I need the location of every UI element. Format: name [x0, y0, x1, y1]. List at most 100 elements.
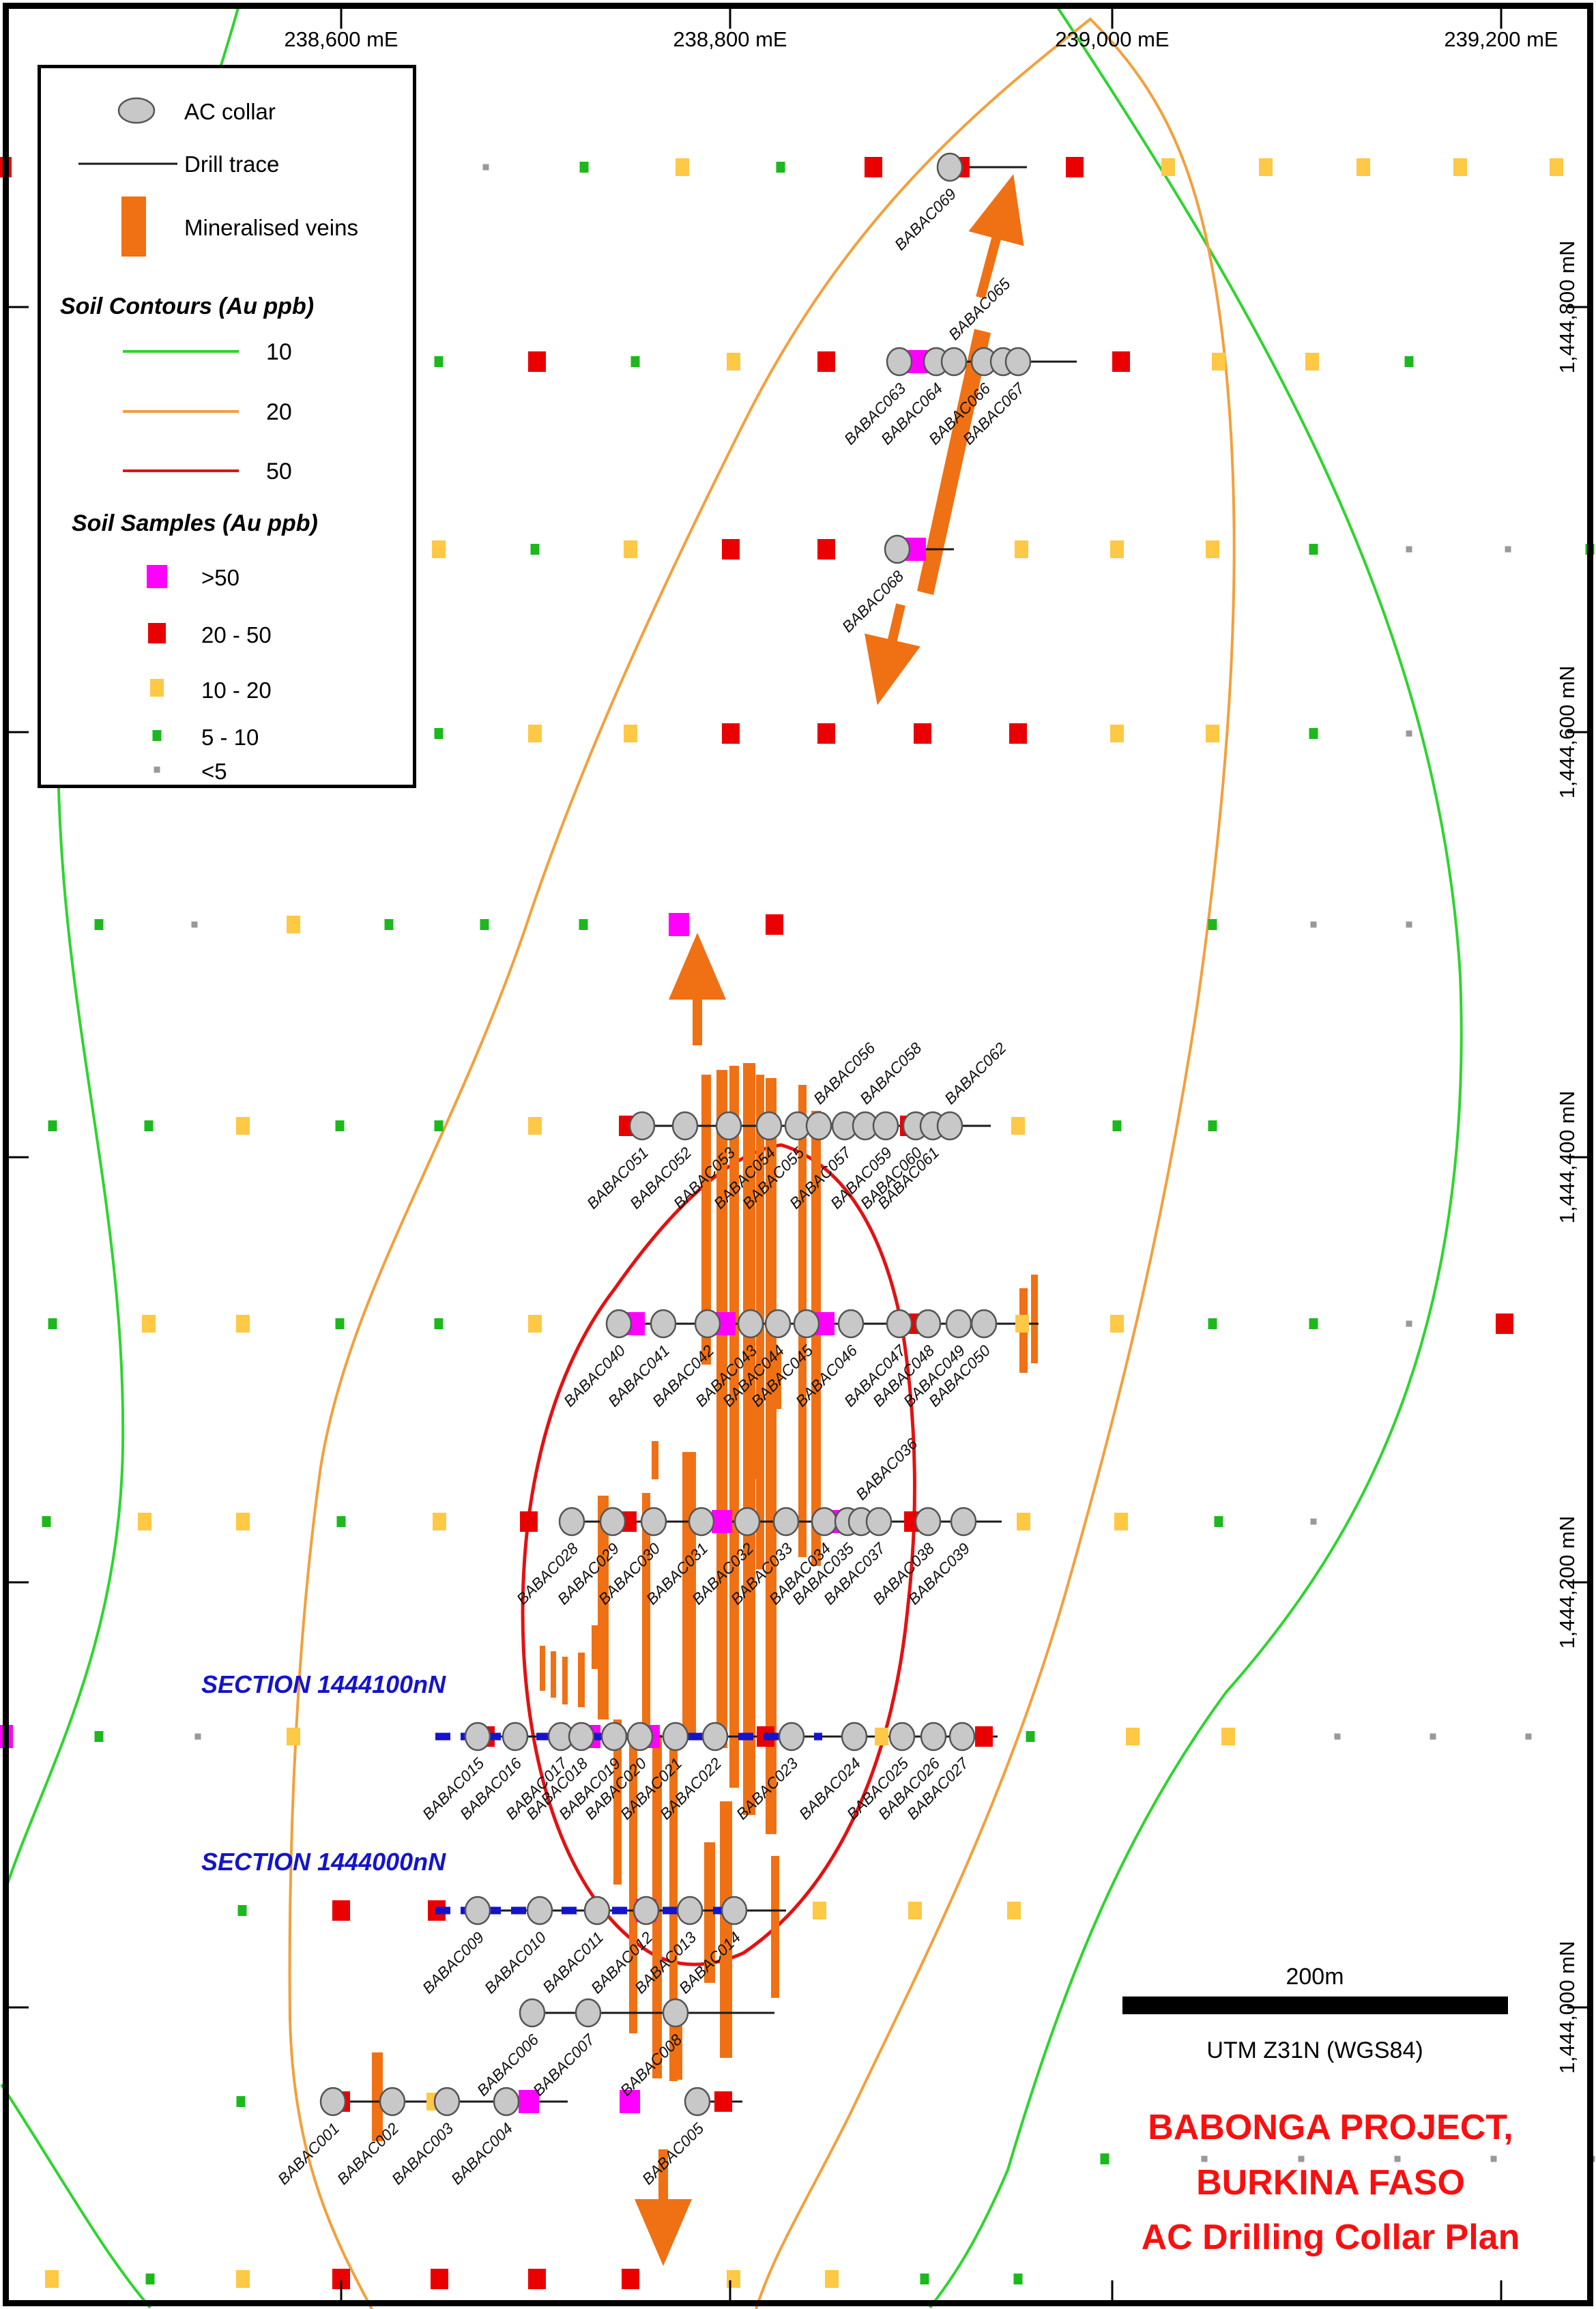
- ac-collar: [721, 1896, 748, 1926]
- soil-sample-5-10: [1309, 728, 1318, 739]
- soil-sample-5-10: [434, 356, 444, 367]
- ac-collar: [583, 1896, 611, 1926]
- soil-sample-lt5: [1490, 2155, 1497, 2162]
- soil-sample-5-10: [1112, 1120, 1122, 1131]
- soil-sample-10-20: [825, 2270, 839, 2288]
- ac-collar: [914, 1507, 942, 1537]
- map-title-line1: BABONGA PROJECT,: [1148, 2108, 1513, 2147]
- mineralised-vein: [716, 1070, 727, 1748]
- ac-collar: [558, 1507, 585, 1537]
- mineralised-vein: [613, 1719, 622, 1885]
- easting-label: 239,200 mE: [1444, 27, 1558, 51]
- easting-label: 239,000 mE: [1055, 27, 1170, 51]
- soil-sample-10-20: [138, 1513, 151, 1530]
- soil-sample-10-20: [45, 2270, 59, 2288]
- ac-collar: [640, 1507, 667, 1537]
- soil-sample-10-20: [1110, 725, 1124, 742]
- soil-sample-5-10: [335, 1120, 345, 1131]
- legend-drill-trace-label: Drill trace: [184, 151, 280, 177]
- ac-collar: [886, 347, 913, 377]
- soil-sample-10-20: [1259, 158, 1273, 176]
- ac-collar: [1004, 347, 1032, 377]
- soil-sample-5-10: [1208, 919, 1217, 930]
- mineralised-vein: [701, 1075, 711, 1365]
- ac-collar: [865, 1507, 893, 1537]
- soil-sample-10-20: [1007, 1902, 1021, 1919]
- soil-sample-10-20: [1550, 158, 1563, 176]
- soil-sample-5-10: [434, 1120, 444, 1131]
- scalebar-datum-label: UTM Z31N (WGS84): [1206, 2037, 1423, 2063]
- soil-sample-10-20: [1356, 158, 1370, 176]
- legend-sample-symbol-4: [154, 766, 160, 773]
- ac-collar: [841, 1722, 868, 1752]
- soil-sample-10-20: [142, 1315, 156, 1333]
- northing-label: 1,444,600 mN: [1555, 665, 1579, 799]
- soil-sample-10-20: [1110, 1315, 1124, 1333]
- legend: AC collar Drill trace Mineralised veins …: [38, 65, 416, 788]
- mineralised-vein: [704, 1842, 715, 1983]
- easting-label: 238,800 mE: [673, 27, 787, 51]
- mineralised-vein: [1031, 1275, 1038, 1363]
- mineralised-vein: [372, 2052, 383, 2141]
- soil-sample-20-50: [520, 1511, 538, 1532]
- soil-sample-10-20: [1126, 1728, 1140, 1745]
- legend-sample-gt50-label: >50: [201, 565, 240, 590]
- ac-collar: [628, 1111, 656, 1141]
- soil-sample-10-20: [1011, 1117, 1025, 1135]
- legend-ac-collar-symbol: [117, 97, 156, 124]
- legend-ac-collar-label: AC collar: [184, 99, 276, 124]
- soil-sample-5-10: [1013, 2274, 1023, 2284]
- mineralised-vein: [720, 1801, 732, 2058]
- soil-sample-lt5: [1334, 1733, 1341, 1740]
- soil-sample-10-20: [528, 1315, 542, 1333]
- soil-sample-5-10: [480, 919, 489, 930]
- ac-collar: [671, 1111, 699, 1141]
- ac-collar: [575, 1998, 602, 2028]
- ac-collar: [379, 2087, 406, 2117]
- ac-collar: [464, 1896, 491, 1926]
- ac-collar: [433, 2087, 461, 2117]
- soil-sample-10-20: [236, 1513, 250, 1530]
- northing-label: 1,444,200 mN: [1555, 1515, 1579, 1649]
- ac-collar: [626, 1722, 654, 1752]
- ac-collar: [945, 1309, 972, 1339]
- soil-sample-5-10: [94, 1731, 104, 1742]
- scalebar-distance-label: 200m: [1286, 1964, 1344, 1990]
- soil-sample-lt5: [1201, 2155, 1208, 2162]
- mineralised-vein: [642, 1493, 650, 1733]
- ac-collar: [464, 1722, 491, 1752]
- soil-sample-lt5: [1310, 921, 1317, 928]
- ac-collar: [600, 1722, 628, 1752]
- ac-collar: [936, 152, 963, 182]
- soil-sample-gt50: [669, 913, 689, 936]
- mineralised-vein: [750, 1404, 758, 1479]
- soil-sample-5-10: [1214, 1516, 1223, 1527]
- soil-sample-20-50: [817, 351, 835, 372]
- soil-sample-10-20: [813, 1902, 826, 1919]
- section-label: SECTION 1444100nN: [201, 1670, 446, 1698]
- soil-sample-10-20: [1305, 353, 1319, 371]
- soil-sample-10-20: [727, 353, 740, 371]
- ac-collar: [605, 1309, 633, 1339]
- ac-collar: [568, 1722, 595, 1752]
- soil-sample-lt5: [482, 164, 489, 171]
- ac-collar: [737, 1309, 764, 1339]
- soil-sample-lt5: [1406, 546, 1412, 553]
- soil-sample-5-10: [384, 919, 394, 930]
- legend-sample-symbol-1: [148, 623, 166, 643]
- mineralised-vein: [592, 1625, 598, 1669]
- soil-sample-5-10: [434, 1318, 444, 1329]
- legend-veins-symbol: [121, 197, 146, 257]
- soil-sample-10-20: [875, 1728, 888, 1745]
- legend-sample-10-20-label: 10 - 20: [201, 678, 272, 703]
- soil-sample-lt5: [1588, 2155, 1595, 2162]
- ac-collar: [599, 1507, 626, 1537]
- soil-sample-10-20: [1015, 1315, 1029, 1333]
- section-label: SECTION 1444000nN: [201, 1848, 446, 1876]
- ac-collar: [940, 347, 968, 377]
- soil-sample-5-10: [236, 2096, 246, 2107]
- legend-sample-symbol-0: [147, 565, 167, 588]
- ac-collar: [793, 1309, 820, 1339]
